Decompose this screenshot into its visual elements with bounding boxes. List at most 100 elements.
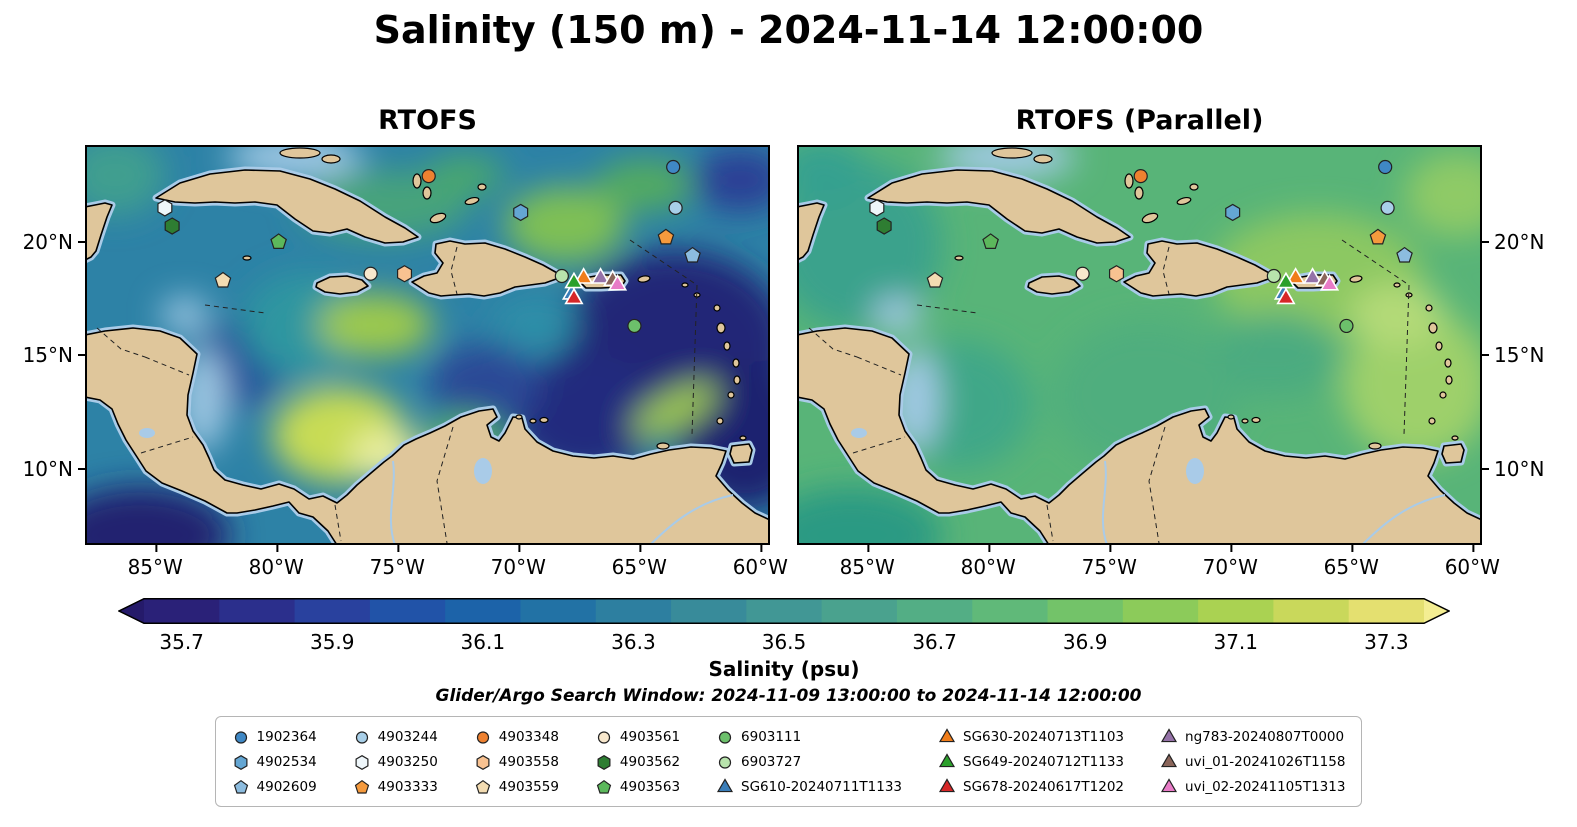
map-marker-6903111 — [1339, 318, 1354, 334]
legend-label: SG610-20240711T1133 — [741, 778, 903, 795]
x-tick-label: 60°W — [732, 545, 788, 579]
map-marker-4903244 — [1380, 200, 1395, 215]
legend-item-4902534: 4902534 — [232, 753, 317, 771]
map-marker-4903348 — [421, 169, 436, 184]
map-marker-4902609 — [1396, 246, 1413, 263]
colorbar-canvas — [118, 598, 1450, 624]
legend-item-4903562: 4903562 — [595, 753, 680, 771]
map-marker-4903244 — [668, 200, 683, 215]
map-marker-6903727 — [1266, 268, 1281, 284]
legend-label: 4903558 — [498, 753, 559, 770]
y-tick-label: 10°N — [1481, 456, 1545, 481]
circle-marker-icon — [355, 730, 368, 744]
legend: 1902364 4902534 4902609 4903244 4903250 49033… — [0, 716, 1577, 807]
colorbar-tick-label: 35.7 — [159, 630, 204, 654]
triangle-marker-icon — [1161, 777, 1178, 792]
legend-label: 4902534 — [256, 753, 317, 770]
colorbar-tick-label: 37.3 — [1364, 630, 1409, 654]
y-axis-rtofs-parallel: 20°N 15°N 10°N — [1481, 145, 1562, 545]
map-panel-rtofs: RTOFS — [23, 105, 788, 579]
legend-item-6903111: 6903111 — [716, 728, 902, 746]
legend-item-4903348: 4903348 — [474, 728, 559, 746]
legend-item-uvi_02-20241105T1313: uvi_02-20241105T1313 — [1160, 777, 1346, 796]
hexagon-marker-icon — [476, 754, 490, 770]
legend-item-4903558: 4903558 — [474, 753, 559, 771]
map-marker-4903348 — [1133, 169, 1148, 184]
y-tick-label: 20°N — [22, 229, 86, 254]
legend-label: uvi_02-20241105T1313 — [1185, 778, 1346, 795]
map-marker-uvi_02-20241105T1313 — [1319, 273, 1340, 291]
map-marker-4903561 — [363, 266, 378, 281]
map-marker-SG630-20240713T1103 — [1286, 267, 1306, 284]
legend-item-1902364: 1902364 — [232, 728, 317, 746]
legend-label: 4903563 — [619, 778, 681, 795]
legend-label: 4903250 — [377, 753, 438, 770]
map-marker-4903563 — [270, 233, 287, 250]
x-tick-label: 85°W — [127, 545, 183, 579]
map-marker-4903563 — [982, 233, 999, 250]
legend-label: ng783-20240807T0000 — [1185, 728, 1345, 745]
circle-marker-icon — [476, 730, 489, 744]
colorbar-tick-label: 35.9 — [309, 630, 355, 654]
map-marker-4902534 — [513, 203, 529, 222]
map-frame — [85, 145, 770, 545]
x-axis-rtofs: 85°W 80°W 75°W 70°W 65°W 60°W — [85, 545, 788, 581]
legend-label: SG678-20240617T1202 — [963, 778, 1125, 795]
legend-item-4902609: 4902609 — [232, 778, 317, 796]
figure-title: Salinity (150 m) - 2024-11-14 12:00:00 — [373, 8, 1204, 52]
colorbar-tick-label: 36.9 — [1062, 630, 1108, 654]
legend-label: uvi_01-20241026T1158 — [1185, 753, 1346, 770]
map-marker-SG678-20240617T1202 — [564, 287, 584, 305]
legend-label: 4902609 — [256, 778, 317, 795]
y-tick-label: 15°N — [1481, 343, 1545, 368]
map-marker-SG678-20240617T1202 — [1276, 287, 1296, 305]
x-tick-label: 60°W — [1444, 545, 1500, 579]
legend-item-SG610-20240711T1133: SG610-20240711T1133 — [716, 777, 903, 796]
triangle-marker-icon — [939, 777, 956, 792]
colorbar-tick-label: 36.5 — [761, 630, 807, 654]
triangle-marker-icon — [939, 727, 956, 742]
map-marker-SG630-20240713T1103 — [574, 267, 594, 284]
x-tick-label: 70°W — [490, 545, 546, 579]
x-tick-label: 75°W — [1081, 545, 1137, 579]
x-tick-label: 65°W — [611, 545, 667, 579]
map-marker-4903559 — [214, 271, 232, 288]
x-tick-label: 80°W — [960, 545, 1016, 579]
legend-label: 6903727 — [741, 753, 802, 770]
map-marker-4903250 — [869, 199, 885, 217]
x-tick-label: 85°W — [839, 545, 895, 579]
map-marker-4902609 — [684, 246, 701, 263]
hexagon-marker-icon — [597, 754, 611, 770]
search-window-note: Glider/Argo Search Window: 2024-11-09 13… — [435, 686, 1142, 706]
x-tick-label: 80°W — [248, 545, 304, 579]
map-marker-ng783-20240807T0000 — [590, 267, 611, 284]
y-axis-rtofs: 20°N 15°N 10°N — [5, 145, 86, 545]
map-canvas-rtofs-parallel — [797, 145, 1482, 545]
map-marker-SG649-20240712T1133 — [564, 271, 584, 289]
legend-item-4903563: 4903563 — [595, 778, 680, 796]
legend-item-SG678-20240617T1202: SG678-20240617T1202 — [938, 777, 1125, 796]
map-panel-rtofs-parallel: RTOFS (Parallel) — [797, 105, 1544, 579]
legend-label: 6903111 — [741, 728, 802, 745]
map-marker-4903562 — [164, 217, 180, 235]
legend-label: SG630-20240713T1103 — [963, 728, 1125, 745]
legend-item-4903561: 4903561 — [595, 728, 680, 746]
legend-item-ng783-20240807T0000: ng783-20240807T0000 — [1160, 727, 1345, 746]
x-tick-label: 75°W — [369, 545, 425, 579]
map-marker-1902364 — [1378, 159, 1393, 175]
triangle-marker-icon — [1161, 727, 1178, 742]
pentagon-marker-icon — [233, 779, 248, 794]
legend-item-6903727: 6903727 — [716, 753, 902, 771]
legend-item-4903250: 4903250 — [353, 753, 438, 771]
map-marker-4903562 — [876, 217, 892, 235]
legend-box: 1902364 4902534 4902609 4903244 4903250 49033… — [214, 716, 1363, 807]
map-marker-ng783-20240807T0000 — [1302, 267, 1323, 284]
map-canvas-rtofs — [85, 145, 770, 545]
panel-title-rtofs: RTOFS — [378, 105, 477, 136]
legend-label: 4903333 — [377, 778, 438, 795]
legend-label: 4903562 — [619, 753, 681, 770]
map-marker-4903558 — [396, 265, 413, 283]
circle-marker-icon — [718, 755, 732, 769]
legend-item-4903333: 4903333 — [353, 778, 438, 796]
legend-label: 4903559 — [498, 778, 559, 795]
